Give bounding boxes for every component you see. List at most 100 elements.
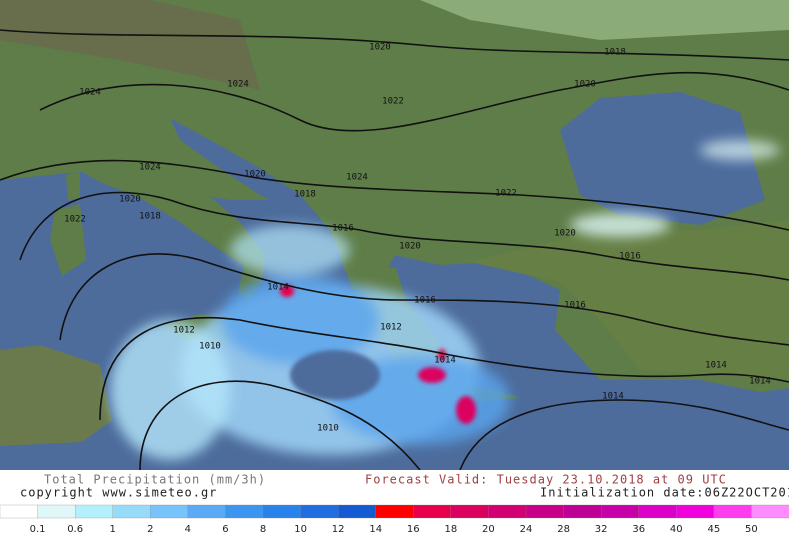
isobar-label: 1024 — [346, 173, 368, 183]
colorbar-label: 4 — [185, 524, 191, 535]
isobar-label: 1014 — [267, 283, 289, 293]
colorbar-swatch — [713, 504, 753, 519]
colorbar-label: 40 — [670, 524, 683, 535]
black-sea — [560, 92, 765, 225]
isobar — [39, 71, 789, 132]
heavy-cell — [418, 367, 446, 383]
colorbar-label: 36 — [632, 524, 645, 535]
colorbar-swatch — [37, 504, 76, 519]
isobar-label: 1012 — [380, 323, 402, 333]
colorbar-label: 16 — [407, 524, 420, 535]
isobar-label: 1018 — [294, 190, 316, 200]
colorbar-swatch — [375, 504, 414, 519]
isobar-label: 1020 — [574, 80, 596, 90]
precip-area — [570, 213, 670, 237]
colorbar-swatch — [525, 504, 565, 519]
isobar-label: 1020 — [554, 229, 576, 239]
isobar — [99, 316, 789, 421]
copyright: copyright www.simeteo.gr — [20, 486, 217, 500]
heavy-cell — [280, 285, 294, 297]
colorbar-swatch — [225, 504, 264, 519]
isobar-label: 1018 — [604, 48, 626, 58]
precip-area — [220, 275, 380, 365]
isobar-label: 1016 — [414, 296, 436, 306]
colorbar-label: 0.6 — [67, 524, 83, 535]
precipitation — [110, 140, 780, 460]
footer-title: Total Precipitation (mm/3h) — [44, 473, 266, 487]
adriatic-sea — [170, 118, 330, 230]
colorbar-swatch — [638, 504, 677, 519]
precip-area — [700, 140, 780, 160]
colorbar-swatch — [150, 504, 189, 519]
africa — [0, 345, 112, 446]
heavy-cell — [438, 349, 446, 361]
forecast-valid: Forecast Valid: Tuesday 23.10.2018 at 09… — [365, 473, 727, 487]
colorbar-label: 12 — [332, 524, 345, 535]
isobar-label: 1012 — [173, 326, 195, 336]
isobar — [59, 253, 789, 346]
isobar — [0, 29, 789, 61]
colorbar-swatch — [563, 504, 602, 519]
isobars — [0, 29, 789, 471]
colorbar-label: 20 — [482, 524, 495, 535]
colorbar-swatch — [337, 504, 377, 519]
colorbar-label: 28 — [557, 524, 570, 535]
isobar-label: 1022 — [495, 189, 517, 199]
isobar-label: 1020 — [369, 43, 391, 53]
heavy-cell — [456, 396, 476, 424]
isobar-label: 1014 — [749, 377, 771, 387]
isobar-label: 1014 — [602, 392, 624, 402]
alps — [0, 0, 260, 90]
isobar-label: 1022 — [64, 215, 86, 225]
isobar-label: 1022 — [382, 97, 404, 107]
colorbar-label: 45 — [707, 524, 720, 535]
colorbar-swatch — [751, 504, 789, 519]
colorbar-label: 10 — [294, 524, 307, 535]
colorbar-swatch — [413, 504, 452, 519]
heavy-precip — [280, 285, 476, 424]
colorbar-label: 24 — [520, 524, 533, 535]
colorbar-swatch — [0, 504, 39, 519]
colorbar-label: 32 — [595, 524, 608, 535]
footer-bg — [0, 470, 789, 505]
isobar — [139, 380, 421, 471]
precip-area — [230, 225, 350, 275]
colorbar-swatch — [600, 504, 640, 519]
initialization: Initialization date:06Z22OCT2018 — [540, 486, 789, 500]
isobar-label: 1010 — [317, 424, 339, 434]
isobar-label: 1024 — [79, 88, 101, 98]
isobar-label: 1020 — [244, 170, 266, 180]
colorbar-swatch — [488, 504, 527, 519]
isobar-label: 1018 — [139, 212, 161, 222]
isobar-label: 1024 — [227, 80, 249, 90]
colorbar-label: 6 — [222, 524, 228, 535]
isobar-label: 1010 — [199, 342, 221, 352]
isobar-label: 1014 — [705, 361, 727, 371]
precip-area — [110, 320, 230, 460]
colorbar-label: 8 — [260, 524, 266, 535]
anatolia — [470, 220, 789, 380]
isobar — [0, 159, 789, 231]
colorbar-swatch — [450, 504, 490, 519]
isobar-label: 1024 — [139, 163, 161, 173]
isobar — [19, 191, 789, 281]
isobar-label: 1014 — [434, 356, 456, 366]
plain — [420, 0, 789, 40]
isobar-label: 1020 — [399, 242, 421, 252]
dry-patch — [290, 350, 380, 400]
colorbar-label: 0.1 — [30, 524, 46, 535]
colorbar-label: 50 — [745, 524, 758, 535]
colorbar-swatch — [187, 504, 227, 519]
colorbar-swatch — [74, 504, 114, 519]
colorbar-label: 1 — [110, 524, 116, 535]
colorbar-swatch — [112, 504, 151, 519]
isobar-label: 1016 — [564, 301, 586, 311]
colorbar-label: 14 — [369, 524, 382, 535]
corsica — [66, 172, 80, 200]
colorbar-label: 18 — [444, 524, 457, 535]
isobar-label: 1016 — [619, 252, 641, 262]
colorbar: 0.1 0.6 1 2 4 6 8 10 12 14 16 18 20 24 28 32 36 40 45 50 — [0, 504, 789, 535]
isobar-labels: 1020 1018 1024 1022 1020 1024 1024 1020 1024 1022… — [64, 43, 771, 434]
sardinia — [50, 204, 86, 276]
